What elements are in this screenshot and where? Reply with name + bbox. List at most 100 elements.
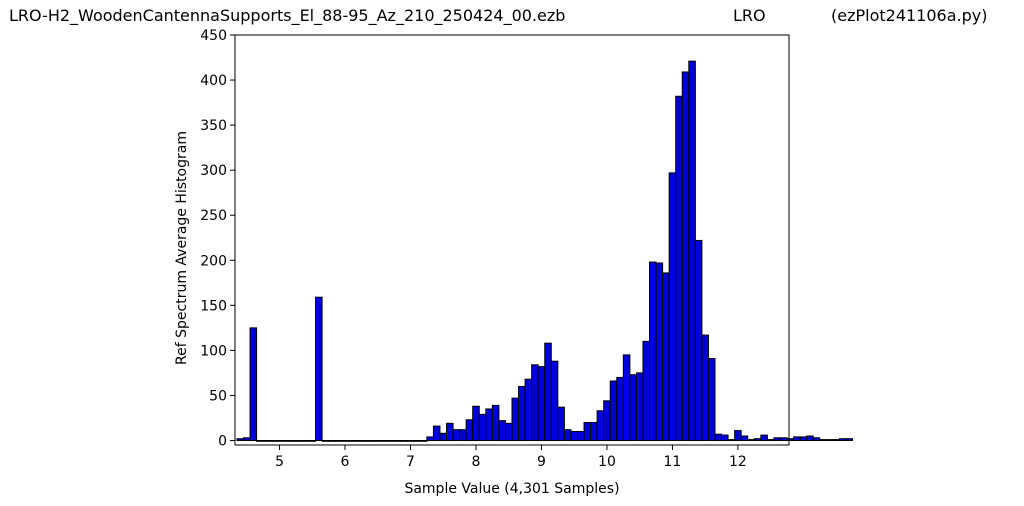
histogram-bar [308, 439, 317, 442]
histogram-bar [236, 438, 245, 441]
histogram-bar [452, 429, 461, 441]
histogram-bar [498, 420, 506, 441]
histogram-bar [426, 436, 434, 441]
histogram-bar [616, 376, 624, 441]
histogram-bar [635, 372, 644, 441]
histogram-bar [393, 439, 402, 442]
histogram-bar [478, 413, 487, 441]
histogram-bar [563, 429, 572, 441]
y-tick-label: 150 [200, 298, 227, 314]
histogram-bar [799, 436, 808, 441]
y-tick-label: 100 [200, 343, 227, 359]
histogram-bar [282, 439, 290, 442]
histogram-bar [845, 438, 854, 441]
histogram-bar [491, 404, 500, 441]
histogram-bar [793, 436, 801, 441]
histogram-bar [557, 406, 565, 441]
histogram-bar [694, 239, 703, 441]
histogram-bar [485, 408, 493, 441]
histogram-bar [740, 435, 749, 441]
histogram-bar [360, 439, 369, 442]
histogram-bar [734, 430, 742, 441]
histogram-bar [524, 378, 533, 441]
histogram-bar [439, 432, 448, 441]
histogram-bar [347, 439, 356, 442]
x-tick-label: 8 [472, 454, 481, 470]
histogram-bar [832, 439, 840, 441]
histogram-bar [766, 439, 775, 441]
histogram-bar [400, 439, 408, 442]
x-axis-label: Sample Value (4,301 Samples) [404, 481, 619, 497]
histogram-bar [779, 437, 788, 441]
histogram-bar [773, 437, 781, 441]
histogram-bar [622, 354, 631, 441]
histogram-bar [786, 438, 795, 441]
histogram-bar [596, 410, 605, 441]
x-tick-label: 6 [341, 454, 350, 470]
histogram-bar [413, 439, 421, 442]
histogram-bar [387, 439, 395, 442]
x-axis-ticks: 5 6 7 8 9 10 11 12 [275, 445, 747, 470]
histogram-bar [701, 334, 709, 441]
histogram-bar [819, 439, 827, 441]
histogram-bar [838, 438, 847, 441]
histogram-bar [262, 439, 271, 442]
y-axis-ticks: 0 50 100 150 200 250 300 350 400 450 [200, 28, 235, 449]
histogram-bar [544, 342, 552, 441]
x-tick-label: 10 [598, 454, 616, 470]
histogram-bar [328, 439, 336, 442]
y-tick-label: 250 [200, 208, 227, 224]
histogram-bar [334, 439, 343, 442]
x-tick-label: 12 [729, 454, 747, 470]
chart-title: LRO-H2_WoodenCantennaSupports_El_88-95_A… [9, 6, 566, 25]
histogram-bar [243, 437, 251, 441]
histogram-bar [472, 405, 480, 441]
histogram-bar [504, 422, 513, 441]
histogram-bar [465, 419, 474, 441]
y-tick-label: 0 [218, 433, 227, 449]
histogram-bar [649, 261, 657, 441]
y-tick-label: 300 [200, 163, 227, 179]
histogram-bar [256, 439, 264, 442]
histogram-bar [753, 438, 762, 441]
histogram-bar [301, 439, 310, 442]
histogram-bar [760, 434, 768, 441]
histogram-bar [341, 439, 349, 442]
x-tick-label: 5 [275, 454, 284, 470]
histogram-bar [249, 327, 258, 441]
histogram-bar [747, 439, 755, 441]
histogram-bar [642, 340, 651, 441]
histogram-bar [590, 421, 598, 441]
histogram-bar [675, 95, 683, 441]
histogram-bar [367, 439, 375, 442]
x-tick-label: 11 [664, 454, 682, 470]
y-tick-label: 450 [200, 28, 227, 44]
histogram-bar [681, 71, 690, 441]
histogram-bar [609, 380, 618, 441]
histogram-bar [269, 439, 277, 442]
histogram-bar [662, 272, 670, 441]
histogram-bar [570, 430, 578, 441]
histogram-bar [688, 60, 696, 441]
histogram-bar [550, 360, 559, 441]
y-tick-label: 50 [209, 388, 227, 404]
histogram-bar [288, 439, 297, 442]
histogram-bar [668, 172, 677, 441]
figure-header: LRO-H2_WoodenCantennaSupports_El_88-95_A… [0, 6, 1024, 30]
bars-layer [236, 60, 854, 442]
histogram-bar [812, 437, 821, 441]
histogram-bar [721, 434, 729, 441]
histogram-bar [727, 439, 736, 441]
histogram-bar [655, 262, 664, 441]
program-label: (ezPlot241106a.py) [831, 6, 988, 25]
histogram-bar [275, 439, 284, 442]
histogram-bar [459, 429, 467, 441]
histogram-bar [576, 430, 585, 441]
histogram-bar [825, 439, 834, 441]
histogram-bar [583, 421, 592, 441]
histogram-bar [511, 397, 520, 441]
histogram-bar [537, 366, 546, 441]
histogram-bar [419, 439, 428, 442]
histogram-bar [629, 374, 637, 441]
